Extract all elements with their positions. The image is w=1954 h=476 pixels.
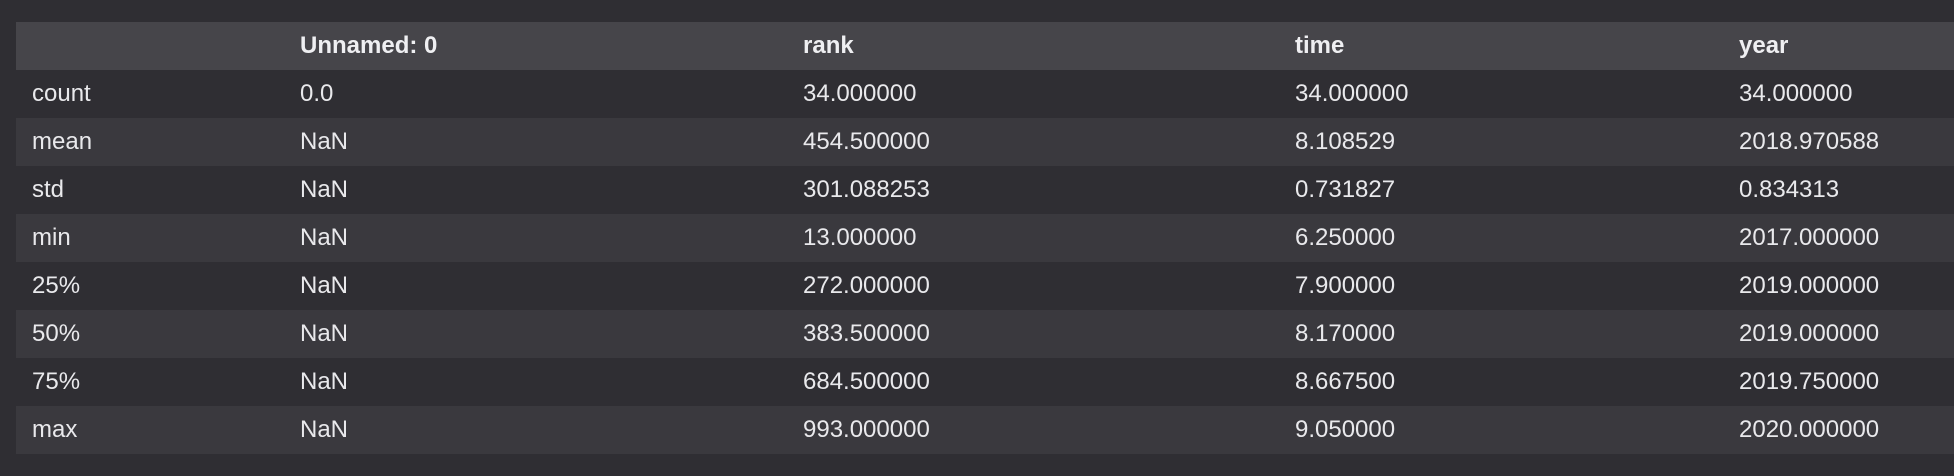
table-row: 25% NaN 272.000000 7.900000 2019.000000 xyxy=(16,262,1954,310)
table-cell: 454.500000 xyxy=(803,128,930,155)
table-cell: NaN xyxy=(300,128,349,155)
table-cell: 2019.000000 xyxy=(1739,272,1880,299)
table-cell: 8.667500 xyxy=(1295,368,1396,395)
table-cell: 2019.000000 xyxy=(1739,320,1880,347)
table-cell: 2020.000000 xyxy=(1739,416,1880,443)
table-cell: 2018.970588 xyxy=(1739,128,1880,155)
table-cell: NaN xyxy=(300,176,349,203)
table-row: 75% NaN 684.500000 8.667500 2019.750000 xyxy=(16,358,1954,406)
column-header: Unnamed: 0 xyxy=(300,32,438,59)
table-cell: 0.731827 xyxy=(1295,176,1396,203)
table-cell: 272.000000 xyxy=(803,272,930,299)
row-label: 50% xyxy=(32,320,81,347)
row-label: mean xyxy=(32,128,93,155)
table-row: std NaN 301.088253 0.731827 0.834313 xyxy=(16,166,1954,214)
table-cell: 34.000000 xyxy=(803,80,917,107)
index-header xyxy=(16,22,284,70)
dataframe-describe-table: Unnamed: 0 rank time year count 0.0 34.0… xyxy=(16,22,1954,454)
column-header: time xyxy=(1295,32,1345,59)
table-row: min NaN 13.000000 6.250000 2017.000000 xyxy=(16,214,1954,262)
table-cell: 6.250000 xyxy=(1295,224,1396,251)
column-header: year xyxy=(1739,32,1789,59)
table-cell: NaN xyxy=(300,320,349,347)
table-cell: 9.050000 xyxy=(1295,416,1396,443)
header-row: Unnamed: 0 rank time year xyxy=(16,22,1954,70)
table-row: max NaN 993.000000 9.050000 2020.000000 xyxy=(16,406,1954,454)
table-cell: 7.900000 xyxy=(1295,272,1396,299)
row-label: count xyxy=(32,80,91,107)
table-cell: 301.088253 xyxy=(803,176,930,203)
row-label: 75% xyxy=(32,368,81,395)
table-cell: 8.108529 xyxy=(1295,128,1396,155)
row-label: 25% xyxy=(32,272,81,299)
table-cell: 0.834313 xyxy=(1739,176,1840,203)
column-header: rank xyxy=(803,32,854,59)
table-row: count 0.0 34.000000 34.000000 34.000000 xyxy=(16,70,1954,118)
row-label: max xyxy=(32,416,78,443)
table-cell: 2019.750000 xyxy=(1739,368,1880,395)
table-cell: 684.500000 xyxy=(803,368,930,395)
table-body: count 0.0 34.000000 34.000000 34.000000 … xyxy=(16,70,1954,454)
table-cell: 34.000000 xyxy=(1739,80,1853,107)
row-label: std xyxy=(32,176,65,203)
table-cell: 0.0 xyxy=(300,80,334,107)
table-cell: 2017.000000 xyxy=(1739,224,1880,251)
table-cell: 13.000000 xyxy=(803,224,917,251)
table-row: mean NaN 454.500000 8.108529 2018.970588 xyxy=(16,118,1954,166)
table-cell: 8.170000 xyxy=(1295,320,1396,347)
table-cell: NaN xyxy=(300,272,349,299)
row-label: min xyxy=(32,224,71,251)
table-cell: NaN xyxy=(300,224,349,251)
table-cell: NaN xyxy=(300,368,349,395)
table-header: Unnamed: 0 rank time year xyxy=(16,22,1954,70)
table-cell: NaN xyxy=(300,416,349,443)
table-cell: 383.500000 xyxy=(803,320,930,347)
table-cell: 34.000000 xyxy=(1295,80,1409,107)
table-row: 50% NaN 383.500000 8.170000 2019.000000 xyxy=(16,310,1954,358)
table-cell: 993.000000 xyxy=(803,416,930,443)
